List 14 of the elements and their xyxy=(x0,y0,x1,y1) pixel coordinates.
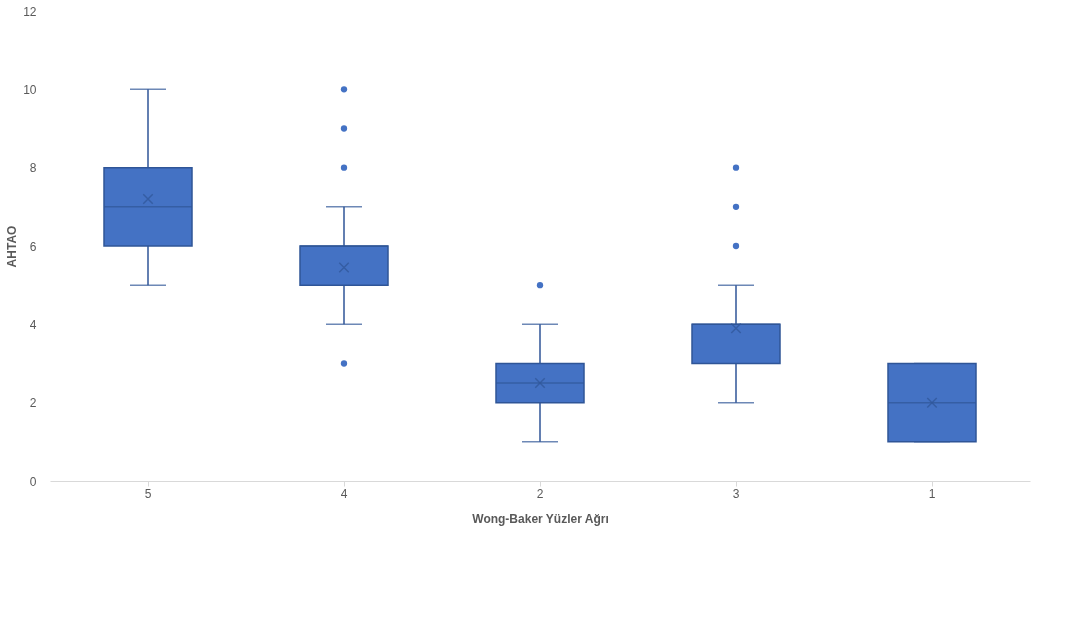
y-tick-label: 8 xyxy=(29,161,37,176)
y-tick-label: 0 xyxy=(29,474,37,489)
x-axis-title: Wong-Baker Yüzler Ağrı xyxy=(472,511,609,526)
y-tick-label: 12 xyxy=(23,4,37,19)
y-tick-label: 2 xyxy=(29,396,37,411)
x-tick-label: 4 xyxy=(340,486,348,501)
y-tick-label: 6 xyxy=(29,239,37,254)
x-tick-label: 5 xyxy=(144,486,152,501)
y-tick-label: 4 xyxy=(29,317,37,332)
x-tick-label: 1 xyxy=(928,486,936,501)
y-axis-title: AHTAO xyxy=(5,225,20,268)
y-tick-label: 10 xyxy=(23,82,37,97)
x-tick-label: 2 xyxy=(536,486,544,501)
x-tick-label: 3 xyxy=(732,486,740,501)
